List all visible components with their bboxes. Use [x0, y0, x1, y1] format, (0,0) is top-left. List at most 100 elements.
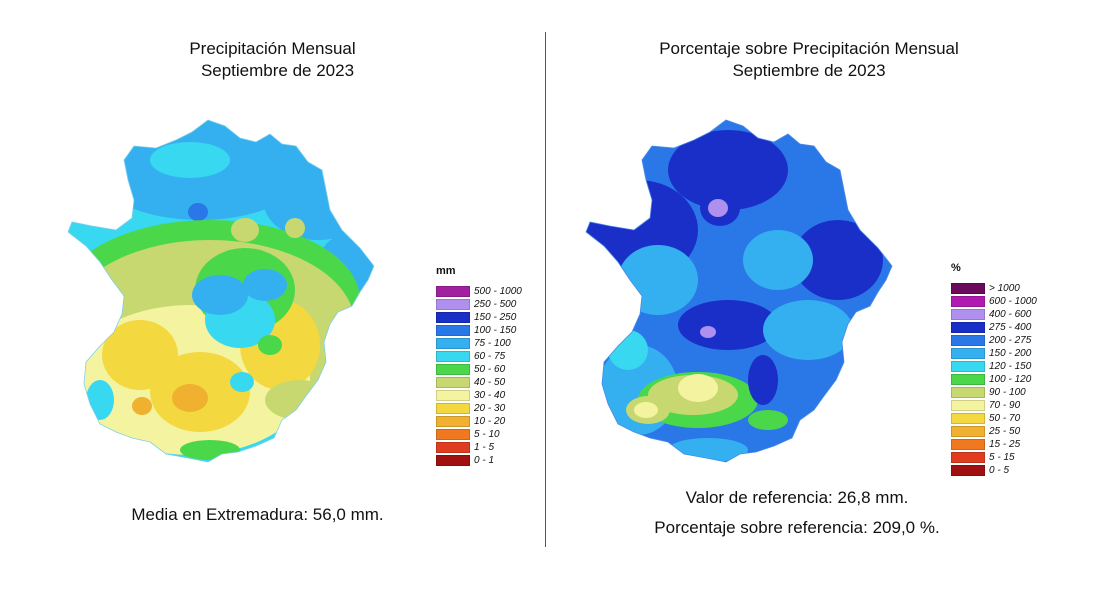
percentage-legend-row: 275 - 400: [951, 321, 1037, 334]
percentage-legend-label: > 1000: [989, 283, 1020, 294]
percentage-legend-swatch: [951, 465, 985, 476]
percentage-legend-row: > 1000: [951, 282, 1037, 295]
precipitation-legend-swatch: [436, 312, 470, 323]
percentage-legend-row: 100 - 120: [951, 373, 1037, 386]
precipitation-legend-label: 10 - 20: [474, 416, 506, 427]
precipitation-legend-label: 30 - 40: [474, 390, 506, 401]
percentage-legend-row: 600 - 1000: [951, 295, 1037, 308]
precipitation-legend-row: 5 - 10: [436, 428, 522, 441]
percentage-legend-swatch: [951, 400, 985, 411]
percentage-legend-label: 15 - 25: [989, 439, 1021, 450]
precipitation-legend-label: 100 - 150: [474, 325, 517, 336]
precipitation-legend-label: 75 - 100: [474, 338, 511, 349]
percentage-legend-items: > 1000 600 - 1000 400 - 600 275 - 400 200 - …: [951, 282, 1037, 477]
percentage-legend-swatch: [951, 309, 985, 320]
precipitation-title-line2: Septiembre de 2023: [200, 61, 355, 80]
percentage-legend-row: 400 - 600: [951, 308, 1037, 321]
percentage-legend-label: 600 - 1000: [989, 296, 1037, 307]
precipitation-legend-row: 50 - 60: [436, 363, 522, 376]
percentage-legend-label: 120 - 150: [989, 361, 1032, 372]
percentage-map: [578, 110, 908, 475]
precipitation-map: [60, 110, 390, 475]
percentage-legend-label: 50 - 70: [989, 413, 1021, 424]
precipitation-legend-row: 100 - 150: [436, 324, 522, 337]
percentage-legend-label: 400 - 600: [989, 309, 1032, 320]
precipitation-legend-swatch: [436, 325, 470, 336]
percentage-legend-swatch: [951, 296, 985, 307]
percentage-legend-title: %: [951, 262, 961, 274]
percentage-legend-label: 150 - 200: [989, 348, 1032, 359]
percentage-legend-label: 5 - 15: [989, 452, 1015, 463]
percentage-legend-label: 70 - 90: [989, 400, 1021, 411]
percentage-legend-row: 0 - 5: [951, 464, 1037, 477]
precipitation-legend-row: 1 - 5: [436, 441, 522, 454]
precipitation-legend-label: 20 - 30: [474, 403, 506, 414]
precipitation-legend-row: 40 - 50: [436, 376, 522, 389]
percentage-legend-label: 200 - 275: [989, 335, 1032, 346]
precipitation-legend-row: 30 - 40: [436, 389, 522, 402]
precipitation-legend-row: 500 - 1000: [436, 285, 522, 298]
precipitation-legend-title: mm: [436, 265, 456, 277]
precipitation-map-svg: [67, 119, 375, 463]
extremadura-outline: [585, 119, 893, 463]
percentage-legend-label: 275 - 400: [989, 322, 1032, 333]
precipitation-legend-swatch: [436, 455, 470, 466]
precipitation-field: [68, 120, 374, 462]
precipitation-footer: Media en Extremadura: 56,0 mm.: [131, 505, 384, 524]
precipitation-legend-swatch: [436, 286, 470, 297]
precipitation-legend-swatch: [436, 403, 470, 414]
percentage-legend: % > 1000 600 - 1000 400 - 600 275 - 400 200 …: [951, 262, 1037, 477]
percentage-legend-label: 0 - 5: [989, 465, 1010, 476]
percentage-legend-row: 25 - 50: [951, 425, 1037, 438]
precipitation-legend-row: 250 - 500: [436, 298, 522, 311]
reference-value-text: Valor de referencia: 26,8 mm.: [685, 488, 909, 507]
extremadura-outline: [67, 119, 375, 463]
precipitation-legend-swatch: [436, 351, 470, 362]
precipitation-title: Precipitación Mensual Septiembre de 2023: [0, 38, 545, 82]
percentage-legend-swatch: [951, 322, 985, 333]
precipitation-legend-row: 75 - 100: [436, 337, 522, 350]
precipitation-legend-swatch: [436, 377, 470, 388]
percentage-title-line2: Septiembre de 2023: [732, 61, 886, 80]
precipitation-legend-label: 1 - 5: [474, 442, 495, 453]
percentage-legend-row: 90 - 100: [951, 386, 1037, 399]
precipitation-legend-label: 50 - 60: [474, 364, 506, 375]
reference-percentage-text: Porcentaje sobre referencia: 209,0 %.: [654, 518, 940, 537]
percentage-legend-swatch: [951, 413, 985, 424]
percentage-panel: Porcentaje sobre Precipitación Mensual S…: [548, 0, 1110, 600]
percentage-legend-row: 5 - 15: [951, 451, 1037, 464]
precipitation-legend-label: 150 - 250: [474, 312, 517, 323]
precipitation-legend-swatch: [436, 416, 470, 427]
percentage-legend-swatch: [951, 452, 985, 463]
precipitation-legend-swatch: [436, 390, 470, 401]
percentage-title-line1: Porcentaje sobre Precipitación Mensual: [659, 39, 959, 58]
percentage-legend-swatch: [951, 348, 985, 359]
precipitation-legend-label: 500 - 1000: [474, 286, 522, 297]
percentage-legend-row: 70 - 90: [951, 399, 1037, 412]
precipitation-legend-swatch: [436, 364, 470, 375]
percentage-legend-swatch: [951, 335, 985, 346]
percentage-legend-label: 90 - 100: [989, 387, 1026, 398]
precipitation-legend-row: 60 - 75: [436, 350, 522, 363]
precipitation-title-line1: Precipitación Mensual: [189, 39, 356, 58]
percentage-title: Porcentaje sobre Precipitación Mensual S…: [528, 38, 1090, 82]
precipitation-legend-items: 500 - 1000 250 - 500 150 - 250 100 - 150 75 …: [436, 285, 522, 467]
percentage-legend-label: 25 - 50: [989, 426, 1021, 437]
percentage-legend-swatch: [951, 439, 985, 450]
precipitation-legend-row: 0 - 1: [436, 454, 522, 467]
percentage-map-svg: [585, 119, 893, 463]
percentage-legend-swatch: [951, 283, 985, 294]
precipitation-legend-swatch: [436, 338, 470, 349]
precipitation-legend: mm 500 - 1000 250 - 500 150 - 250 100 - 150…: [436, 265, 522, 467]
percentage-field: [586, 120, 892, 462]
precipitation-legend-row: 20 - 30: [436, 402, 522, 415]
percentage-legend-row: 150 - 200: [951, 347, 1037, 360]
percentage-legend-swatch: [951, 374, 985, 385]
precipitation-legend-row: 150 - 250: [436, 311, 522, 324]
precipitation-legend-label: 250 - 500: [474, 299, 517, 310]
panel-divider: [545, 32, 546, 547]
precipitation-legend-row: 10 - 20: [436, 415, 522, 428]
percentage-legend-row: 15 - 25: [951, 438, 1037, 451]
precipitation-legend-label: 0 - 1: [474, 455, 495, 466]
percentage-legend-row: 50 - 70: [951, 412, 1037, 425]
